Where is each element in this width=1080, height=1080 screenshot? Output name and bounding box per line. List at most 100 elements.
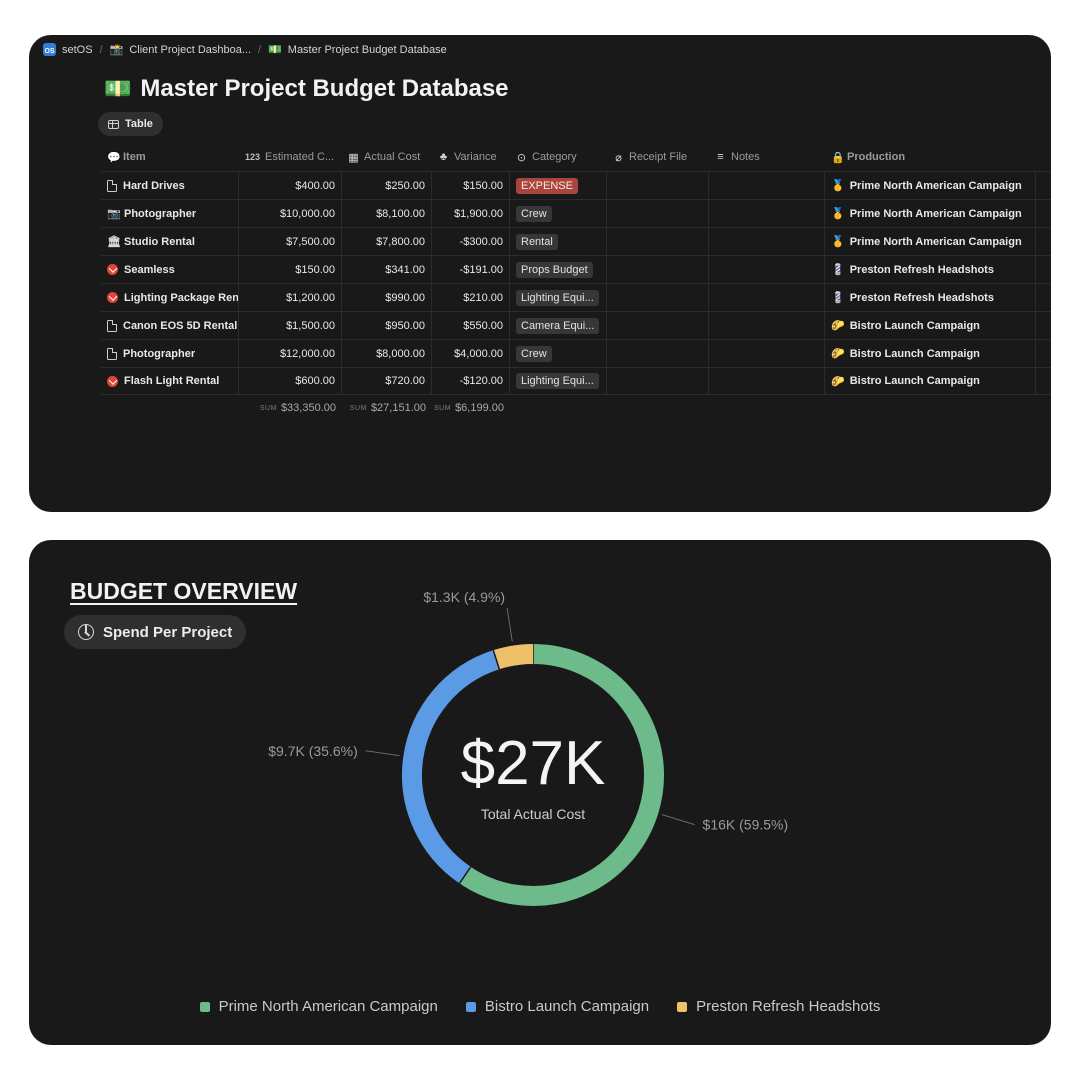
cell-production[interactable]: 🌮 Bistro Launch Campaign bbox=[825, 312, 1036, 339]
shapes-icon: ♣ bbox=[439, 151, 448, 163]
column-header-estimated-cost[interactable]: 123 Estimated C... bbox=[239, 143, 342, 171]
cell-actual-cost[interactable]: $990.00 bbox=[342, 284, 432, 311]
table-row[interactable]: Lighting Package Rental $1,200.00 $990.00 $… bbox=[101, 283, 1051, 311]
cell-estimated-cost[interactable]: $600.00 bbox=[239, 368, 342, 394]
cell-estimated-cost[interactable]: $400.00 bbox=[239, 172, 342, 199]
cell-receipt-file[interactable] bbox=[607, 172, 709, 199]
cell-notes[interactable] bbox=[709, 284, 825, 311]
table-row[interactable]: 🏛 Studio Rental $7,500.00 $7,800.00 -$300.00… bbox=[101, 227, 1051, 255]
column-header-production[interactable]: 🔒 Production bbox=[825, 143, 1036, 171]
cell-notes[interactable] bbox=[709, 256, 825, 283]
cell-estimated-cost[interactable]: $150.00 bbox=[239, 256, 342, 283]
cell-production[interactable]: 💈 Preston Refresh Headshots bbox=[825, 256, 1036, 283]
cell-production[interactable]: 🥇 Prime North American Campaign bbox=[825, 200, 1036, 227]
cell-notes[interactable] bbox=[709, 172, 825, 199]
cell-variance[interactable]: -$191.00 bbox=[432, 256, 510, 283]
cell-actual-cost[interactable]: $720.00 bbox=[342, 368, 432, 394]
table-row[interactable]: Flash Light Rental $600.00 $720.00 -$120.00… bbox=[101, 367, 1051, 395]
donut-slice[interactable] bbox=[459, 644, 664, 906]
table-row[interactable]: Hard Drives $400.00 $250.00 $150.00 EXPENSE 🥇… bbox=[101, 171, 1051, 199]
cell-receipt-file[interactable] bbox=[607, 284, 709, 311]
sum-variance[interactable]: SUM $6,199.00 bbox=[432, 395, 510, 421]
cell-variance[interactable]: -$300.00 bbox=[432, 228, 510, 255]
cell-category[interactable]: Crew bbox=[510, 200, 607, 227]
cell-receipt-file[interactable] bbox=[607, 340, 709, 367]
cell-item[interactable]: Seamless bbox=[101, 256, 239, 283]
donut-slice[interactable] bbox=[402, 650, 500, 884]
donut-slice[interactable] bbox=[493, 644, 534, 670]
table-row[interactable]: Photographer $12,000.00 $8,000.00 $4,000.00… bbox=[101, 339, 1051, 367]
cell-category[interactable]: Crew bbox=[510, 340, 607, 367]
column-header-variance[interactable]: ♣ Variance bbox=[432, 143, 510, 171]
cell-item[interactable]: Flash Light Rental bbox=[101, 368, 239, 394]
cell-notes[interactable] bbox=[709, 200, 825, 227]
cell-variance[interactable]: -$120.00 bbox=[432, 368, 510, 394]
cell-production[interactable]: 🌮 Bistro Launch Campaign bbox=[825, 340, 1036, 367]
cell-item[interactable]: Hard Drives bbox=[101, 172, 239, 199]
cell-notes[interactable] bbox=[709, 368, 825, 394]
cell-item[interactable]: Canon EOS 5D Rental bbox=[101, 312, 239, 339]
table-row[interactable]: Canon EOS 5D Rental $1,500.00 $950.00 $550.… bbox=[101, 311, 1051, 339]
table-row[interactable]: 📷 Photographer $10,000.00 $8,100.00 $1,900.0… bbox=[101, 199, 1051, 227]
cell-actual-cost[interactable]: $7,800.00 bbox=[342, 228, 432, 255]
cell-estimated-cost[interactable]: $1,200.00 bbox=[239, 284, 342, 311]
cell-actual-cost[interactable]: $8,000.00 bbox=[342, 340, 432, 367]
chart-view-tab-spend-per-project[interactable]: Spend Per Project bbox=[64, 615, 247, 649]
breadcrumb-current[interactable]: 💵 Master Project Budget Database bbox=[268, 43, 447, 57]
column-header-receipt-file[interactable]: ⌀ Receipt File bbox=[607, 143, 709, 171]
view-tab-table[interactable]: Table bbox=[98, 112, 163, 136]
cell-receipt-file[interactable] bbox=[607, 228, 709, 255]
page-title: 💵 Master Project Budget Database bbox=[104, 75, 509, 103]
cell-variance[interactable]: $4,000.00 bbox=[432, 340, 510, 367]
cell-actual-cost[interactable]: $950.00 bbox=[342, 312, 432, 339]
cell-estimated-cost[interactable]: $1,500.00 bbox=[239, 312, 342, 339]
sum-estimated-cost[interactable]: SUM $33,350.00 bbox=[239, 395, 342, 421]
cell-item[interactable]: Photographer bbox=[101, 340, 239, 367]
legend-item[interactable]: Preston Refresh Headshots bbox=[677, 998, 880, 1015]
cell-item[interactable]: 📷 Photographer bbox=[101, 200, 239, 227]
legend-item[interactable]: Bistro Launch Campaign bbox=[465, 998, 649, 1015]
cell-estimated-cost[interactable]: $12,000.00 bbox=[239, 340, 342, 367]
cell-receipt-file[interactable] bbox=[607, 200, 709, 227]
cell-notes[interactable] bbox=[709, 228, 825, 255]
cell-category[interactable]: Camera Equi... bbox=[510, 312, 607, 339]
cell-item[interactable]: Lighting Package Rental bbox=[101, 284, 239, 311]
column-header-actual-cost[interactable]: ▦ Actual Cost bbox=[342, 143, 432, 171]
cell-estimated-cost[interactable]: $7,500.00 bbox=[239, 228, 342, 255]
sum-label: SUM bbox=[259, 404, 277, 412]
cell-receipt-file[interactable] bbox=[607, 312, 709, 339]
cell-category[interactable]: Lighting Equi... bbox=[510, 284, 607, 311]
breadcrumb-parent[interactable]: 📸 Client Project Dashboa... bbox=[110, 43, 251, 57]
cell-item[interactable]: 🏛 Studio Rental bbox=[101, 228, 239, 255]
cell-receipt-file[interactable] bbox=[607, 368, 709, 394]
sum-actual-cost[interactable]: SUM $27,151.00 bbox=[342, 395, 432, 421]
cell-variance[interactable]: $150.00 bbox=[432, 172, 510, 199]
table-row[interactable]: Seamless $150.00 $341.00 -$191.00 Props Budg… bbox=[101, 255, 1051, 283]
cell-category[interactable]: Props Budget bbox=[510, 256, 607, 283]
column-header-item[interactable]: 💬 Item bbox=[101, 143, 239, 171]
cell-actual-cost[interactable]: $8,100.00 bbox=[342, 200, 432, 227]
cell-variance[interactable]: $210.00 bbox=[432, 284, 510, 311]
cell-variance[interactable]: $1,900.00 bbox=[432, 200, 510, 227]
cell-production[interactable]: 🥇 Prime North American Campaign bbox=[825, 172, 1036, 199]
cell-category[interactable]: Lighting Equi... bbox=[510, 368, 607, 394]
cell-actual-cost[interactable]: $341.00 bbox=[342, 256, 432, 283]
column-header-category[interactable]: ⊙ Category bbox=[510, 143, 607, 171]
cell-production[interactable]: 🌮 Bistro Launch Campaign bbox=[825, 368, 1036, 394]
cell-notes[interactable] bbox=[709, 312, 825, 339]
page-title-text[interactable]: Master Project Budget Database bbox=[140, 75, 509, 102]
cell-estimated-cost[interactable]: $10,000.00 bbox=[239, 200, 342, 227]
cell-production[interactable]: 🥇 Prime North American Campaign bbox=[825, 228, 1036, 255]
cell-production[interactable]: 💈 Preston Refresh Headshots bbox=[825, 284, 1036, 311]
cell-receipt-file[interactable] bbox=[607, 256, 709, 283]
money-icon[interactable]: 💵 bbox=[104, 76, 132, 101]
legend-item[interactable]: Prime North American Campaign bbox=[199, 998, 438, 1015]
cell-category[interactable]: Rental bbox=[510, 228, 607, 255]
slice-leader-line bbox=[506, 607, 513, 642]
cell-actual-cost[interactable]: $250.00 bbox=[342, 172, 432, 199]
cell-category[interactable]: EXPENSE bbox=[510, 172, 607, 199]
column-header-notes[interactable]: ≡ Notes bbox=[709, 143, 825, 171]
breadcrumb-workspace[interactable]: OS setOS bbox=[43, 43, 93, 56]
cell-notes[interactable] bbox=[709, 340, 825, 367]
cell-variance[interactable]: $550.00 bbox=[432, 312, 510, 339]
